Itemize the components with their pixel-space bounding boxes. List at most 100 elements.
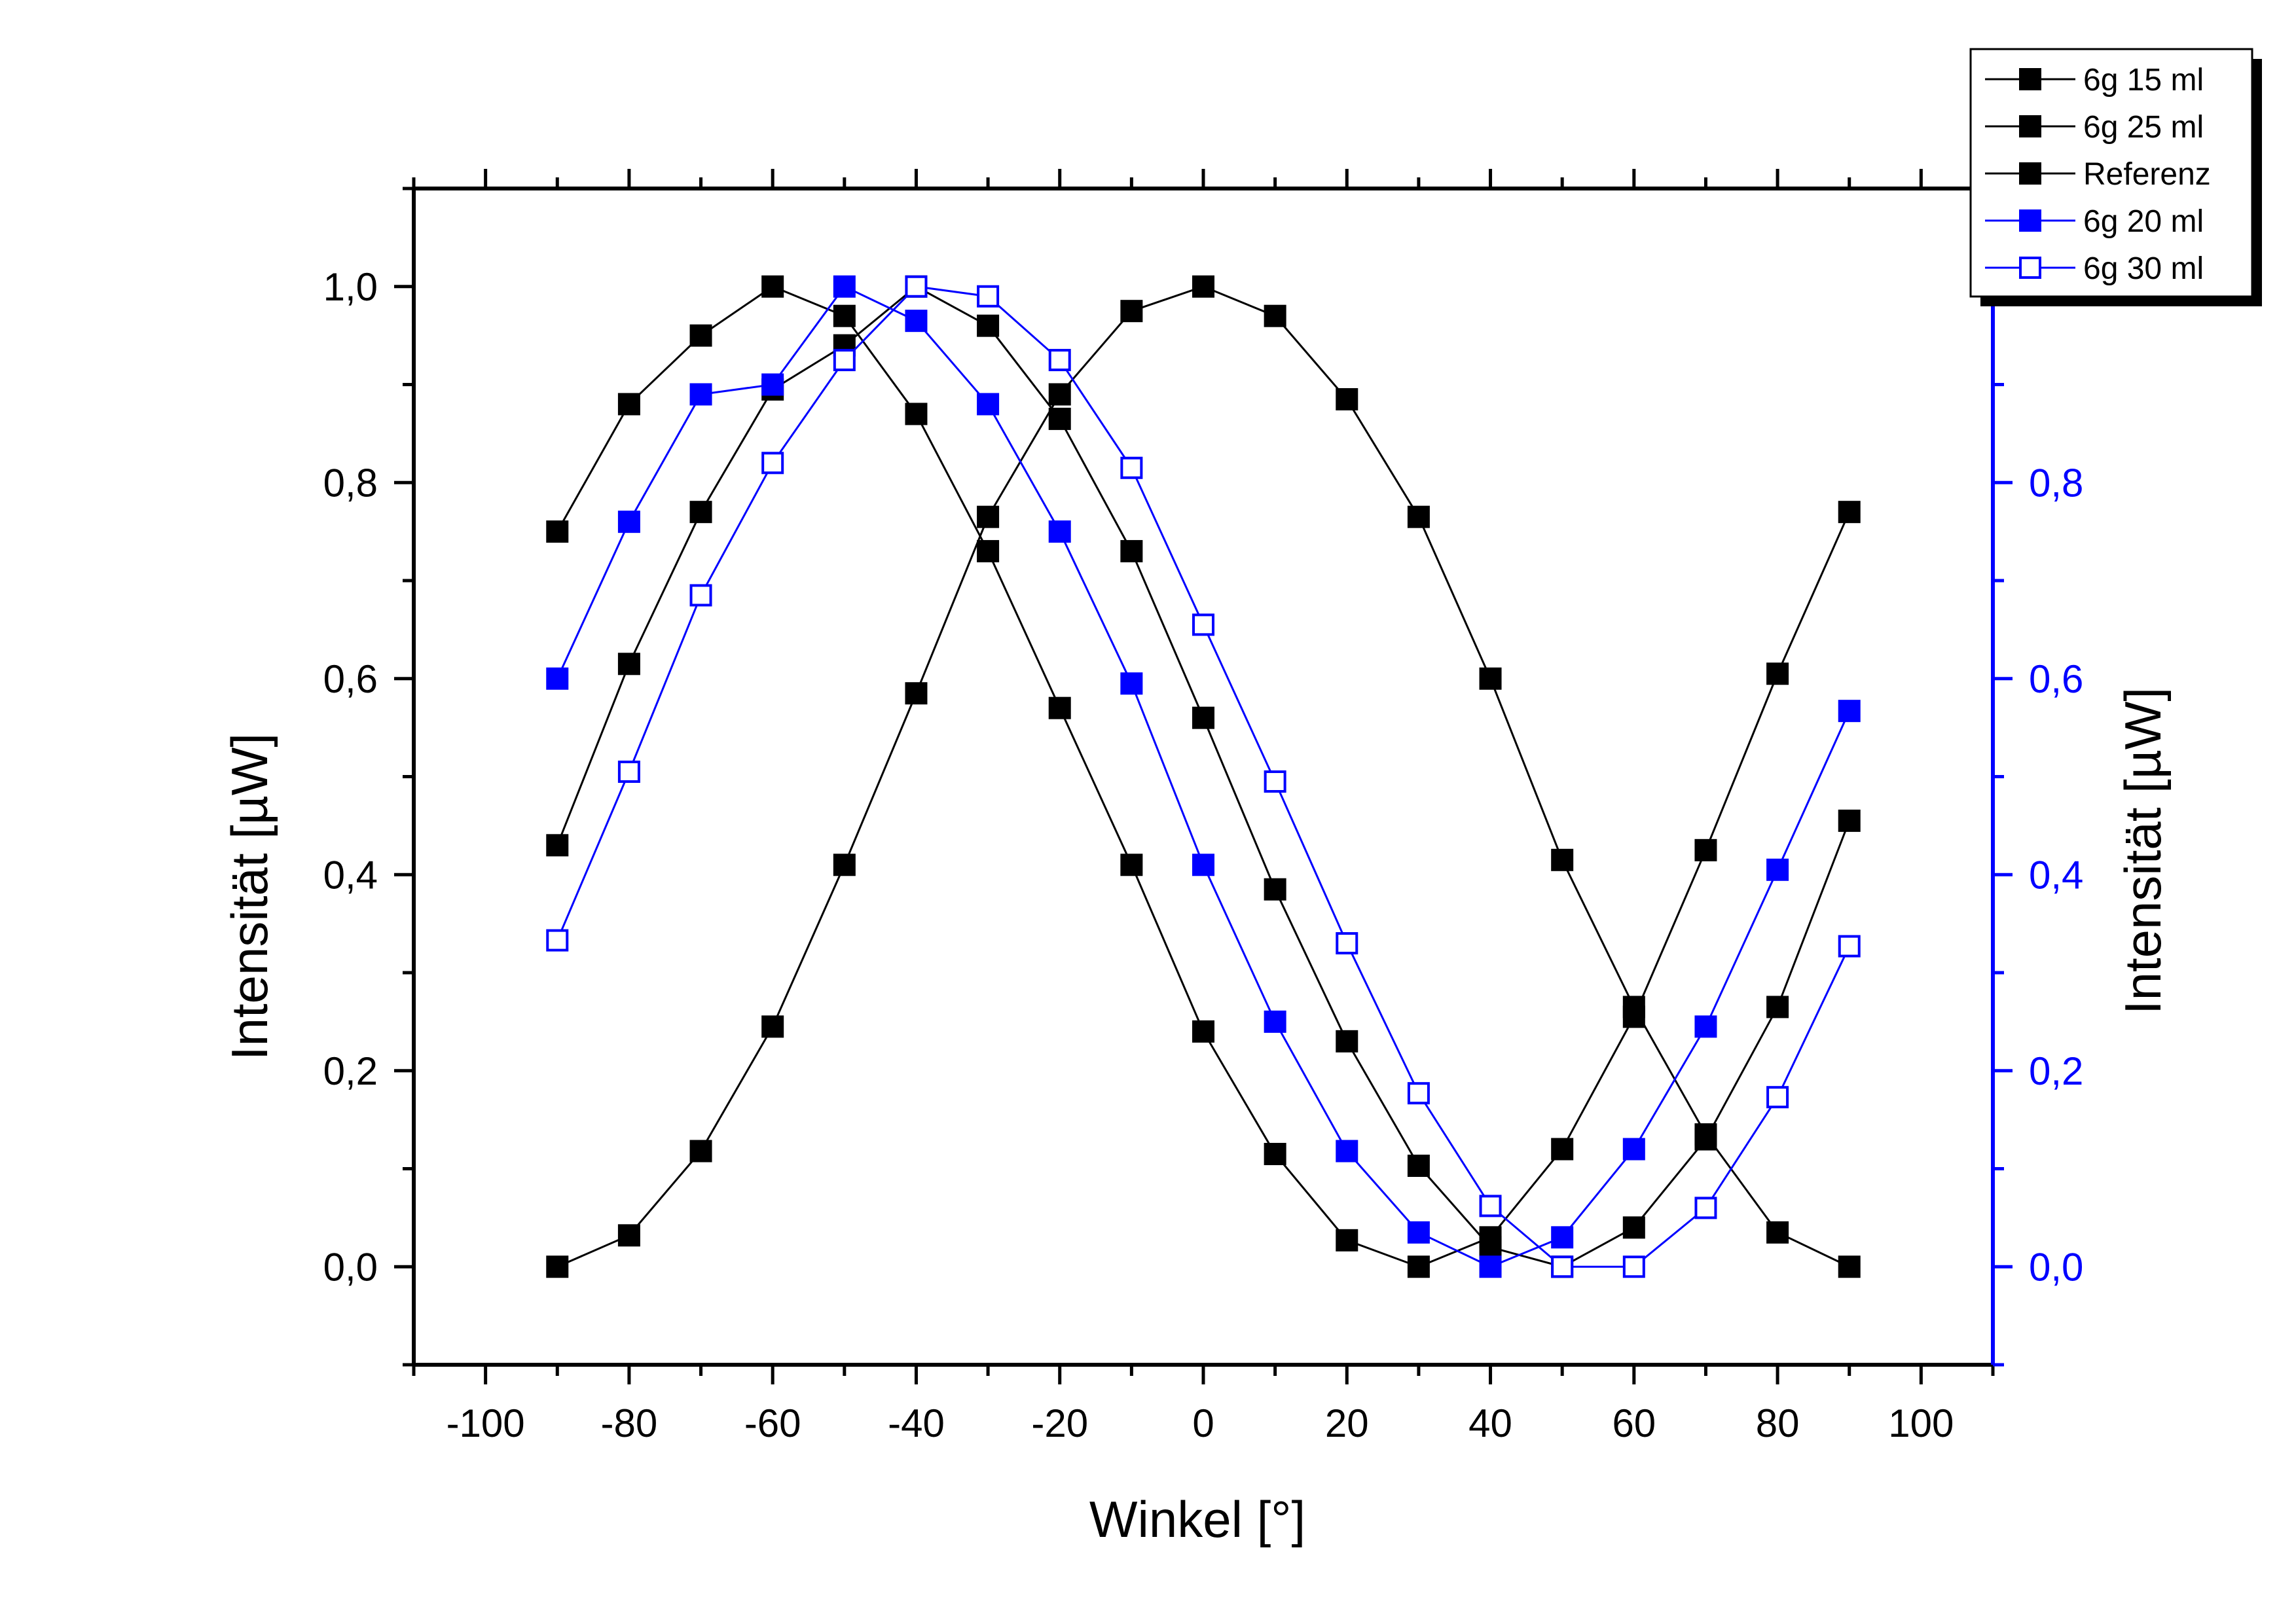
data-point bbox=[546, 1255, 568, 1278]
data-point bbox=[690, 325, 712, 347]
legend-marker bbox=[2019, 209, 2041, 232]
x-tick-label: 100 bbox=[1888, 1401, 1954, 1445]
data-point bbox=[978, 287, 998, 306]
data-point bbox=[1120, 854, 1142, 876]
data-point bbox=[618, 1224, 640, 1246]
data-point bbox=[619, 762, 639, 782]
legend-marker bbox=[2020, 258, 2040, 278]
data-point bbox=[905, 310, 927, 332]
y-left-tick-label: 0,6 bbox=[323, 657, 378, 701]
series-1 bbox=[546, 276, 1860, 1278]
x-tick-label: -60 bbox=[744, 1401, 801, 1445]
data-point bbox=[977, 315, 999, 337]
legend-marker bbox=[2019, 115, 2041, 137]
data-point bbox=[1838, 700, 1861, 722]
data-point bbox=[833, 276, 856, 298]
y-right-tick-label: 0,2 bbox=[2029, 1049, 2083, 1093]
data-point bbox=[547, 931, 567, 950]
series-line bbox=[557, 287, 1849, 1267]
data-point bbox=[1192, 1020, 1214, 1043]
x-tick-label: 0 bbox=[1192, 1401, 1214, 1445]
series-line bbox=[557, 287, 1849, 1267]
data-point bbox=[906, 277, 926, 297]
data-point bbox=[1194, 615, 1213, 634]
data-point bbox=[1766, 996, 1789, 1018]
data-point bbox=[905, 682, 927, 704]
x-tick-label: -20 bbox=[1031, 1401, 1088, 1445]
data-point bbox=[833, 305, 856, 327]
data-point bbox=[761, 1015, 784, 1037]
x-tick-label: 40 bbox=[1468, 1401, 1512, 1445]
data-point bbox=[833, 854, 856, 876]
data-point bbox=[1336, 1140, 1358, 1162]
data-point bbox=[1049, 408, 1071, 430]
data-point bbox=[1408, 1221, 1430, 1244]
series-line bbox=[557, 287, 1849, 1267]
data-point bbox=[1264, 305, 1286, 327]
data-point bbox=[1838, 1255, 1861, 1278]
data-point bbox=[1336, 388, 1358, 410]
data-point bbox=[1624, 1257, 1644, 1276]
data-point bbox=[1336, 1030, 1358, 1053]
data-point bbox=[1192, 707, 1214, 729]
x-tick-label: 80 bbox=[1756, 1401, 1800, 1445]
data-point bbox=[1120, 540, 1142, 562]
data-point bbox=[690, 383, 712, 405]
data-point bbox=[1192, 854, 1214, 876]
data-point bbox=[1551, 1226, 1573, 1248]
data-point bbox=[761, 276, 784, 298]
data-point bbox=[1408, 506, 1430, 528]
data-point bbox=[546, 520, 568, 543]
y-left-tick-label: 1,0 bbox=[323, 265, 378, 309]
data-point bbox=[618, 393, 640, 415]
legend-marker bbox=[2019, 162, 2041, 185]
legend-label: 6g 25 ml bbox=[2083, 110, 2204, 145]
data-point bbox=[1264, 878, 1286, 901]
x-tick-label: 20 bbox=[1325, 1401, 1369, 1445]
data-point bbox=[1408, 1155, 1430, 1177]
x-axis-title: Winkel [°] bbox=[1089, 1490, 1305, 1548]
series-0 bbox=[546, 276, 1860, 1278]
y-right-tick-label: 0,6 bbox=[2029, 657, 2083, 701]
data-point bbox=[546, 668, 568, 690]
data-point bbox=[1838, 501, 1861, 523]
data-point bbox=[977, 506, 999, 528]
data-point bbox=[1049, 520, 1071, 543]
y-left-tick-label: 0,2 bbox=[323, 1049, 378, 1093]
data-point bbox=[1551, 1138, 1573, 1161]
y-left-tick-label: 0,0 bbox=[323, 1245, 378, 1289]
series-2 bbox=[546, 276, 1860, 1278]
legend-marker bbox=[2019, 68, 2041, 90]
data-point bbox=[763, 453, 782, 473]
data-point bbox=[1480, 668, 1502, 690]
x-tick-label: -80 bbox=[601, 1401, 658, 1445]
data-point bbox=[1623, 1216, 1645, 1238]
data-point bbox=[1766, 859, 1789, 881]
series-3 bbox=[546, 276, 1860, 1278]
data-point bbox=[835, 350, 854, 370]
data-point bbox=[1409, 1083, 1429, 1103]
legend-label: Referenz bbox=[2083, 157, 2211, 192]
data-point bbox=[1408, 1255, 1430, 1278]
data-point bbox=[1049, 383, 1071, 405]
data-point bbox=[618, 653, 640, 675]
data-point bbox=[1050, 350, 1070, 370]
data-point bbox=[1623, 1138, 1645, 1161]
data-point bbox=[1552, 1257, 1572, 1276]
data-point bbox=[1481, 1196, 1501, 1216]
data-point bbox=[1336, 1229, 1358, 1252]
data-point bbox=[1768, 1087, 1787, 1107]
data-point bbox=[1694, 839, 1717, 861]
y-left-tick-label: 0,4 bbox=[323, 853, 378, 897]
data-point bbox=[977, 393, 999, 415]
data-point bbox=[546, 834, 568, 856]
data-point bbox=[1623, 996, 1645, 1018]
x-tick-label: -40 bbox=[888, 1401, 945, 1445]
data-point bbox=[1264, 1143, 1286, 1165]
data-point bbox=[1264, 1011, 1286, 1033]
series-4 bbox=[547, 277, 1859, 1277]
data-point bbox=[1838, 810, 1861, 832]
data-point bbox=[1192, 276, 1214, 298]
data-point bbox=[1049, 697, 1071, 719]
